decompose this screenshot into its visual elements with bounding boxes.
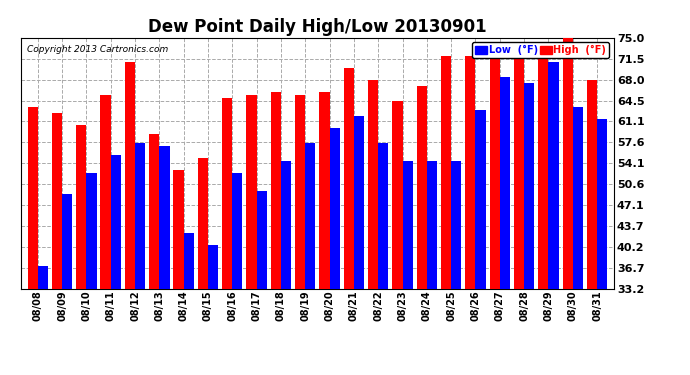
Bar xyxy=(475,110,486,375)
Bar xyxy=(173,170,184,375)
Bar xyxy=(110,155,121,375)
Bar xyxy=(500,76,510,375)
Bar xyxy=(417,86,427,375)
Bar xyxy=(135,143,145,375)
Bar xyxy=(76,124,86,375)
Bar xyxy=(393,100,402,375)
Bar xyxy=(587,80,597,375)
Legend: Low  (°F), High  (°F): Low (°F), High (°F) xyxy=(472,42,609,58)
Bar xyxy=(573,106,583,375)
Bar xyxy=(378,143,388,375)
Bar xyxy=(354,116,364,375)
Bar xyxy=(490,53,500,375)
Bar xyxy=(101,94,110,375)
Bar xyxy=(159,146,170,375)
Bar xyxy=(233,173,242,375)
Bar xyxy=(62,194,72,375)
Bar xyxy=(28,106,38,375)
Bar xyxy=(222,98,233,375)
Bar xyxy=(465,56,475,375)
Bar xyxy=(295,94,305,375)
Bar xyxy=(427,161,437,375)
Bar xyxy=(514,56,524,375)
Bar xyxy=(441,56,451,375)
Bar xyxy=(305,143,315,375)
Bar xyxy=(257,191,267,375)
Bar xyxy=(270,92,281,375)
Bar xyxy=(86,173,97,375)
Bar xyxy=(524,82,534,375)
Bar xyxy=(149,134,159,375)
Bar xyxy=(281,161,291,375)
Bar xyxy=(451,161,462,375)
Bar xyxy=(344,68,354,375)
Bar xyxy=(549,62,559,375)
Bar xyxy=(246,94,257,375)
Bar xyxy=(198,158,208,375)
Bar xyxy=(52,112,62,375)
Bar xyxy=(538,58,549,375)
Bar xyxy=(368,80,378,375)
Title: Dew Point Daily High/Low 20130901: Dew Point Daily High/Low 20130901 xyxy=(148,18,486,36)
Bar xyxy=(402,161,413,375)
Bar xyxy=(562,38,573,375)
Bar xyxy=(597,118,607,375)
Bar xyxy=(125,62,135,375)
Bar xyxy=(184,233,194,375)
Bar xyxy=(208,245,218,375)
Bar xyxy=(330,128,339,375)
Text: Copyright 2013 Cartronics.com: Copyright 2013 Cartronics.com xyxy=(27,45,168,54)
Bar xyxy=(319,92,330,375)
Bar xyxy=(38,266,48,375)
